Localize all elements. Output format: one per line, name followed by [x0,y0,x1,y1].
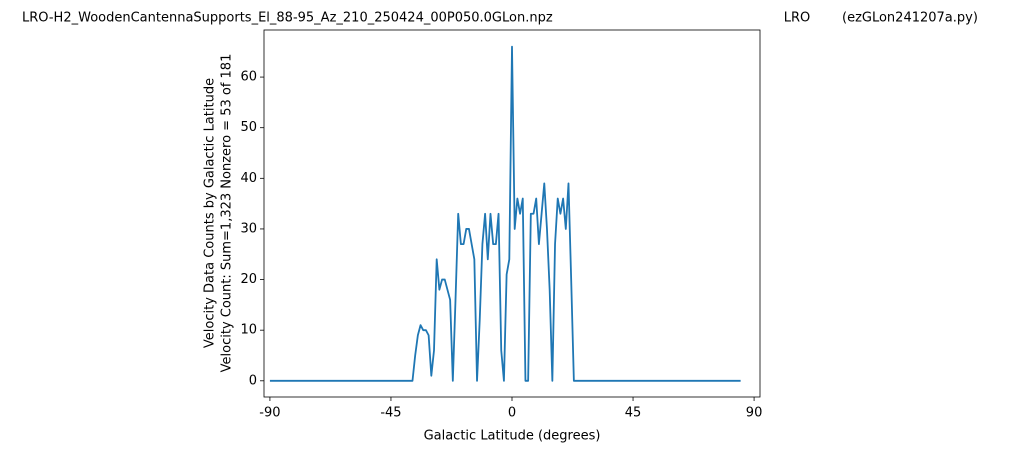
chart-title: LRO [784,11,811,26]
x-tick-label: 90 [746,406,763,421]
x-tick-label: 0 [508,406,516,421]
data-line [269,45,741,382]
y-tick-label: 10 [240,323,257,338]
x-tick-label: 45 [625,406,642,421]
y-axis-label: Velocity Data Counts by Galactic Latitud… [203,78,218,348]
x-tick-label: -45 [380,406,401,421]
y-tick-label: 30 [240,221,257,236]
plot-frame [263,29,761,398]
y-tick-label: 20 [240,272,257,287]
x-axis-label: Galactic Latitude (degrees) [424,429,601,444]
x-tick-label: -90 [259,406,280,421]
chart-title: (ezGLon241207a.py) [842,11,978,26]
y-axis-label: Velocity Count: Sum=1,323 Nonzero = 53 o… [220,54,235,373]
y-tick-label: 50 [240,120,257,135]
y-tick-label: 40 [240,171,257,186]
y-tick-label: 0 [249,373,257,388]
y-tick-label: 60 [240,70,257,85]
chart-title: LRO-H2_WoodenCantennaSupports_El_88-95_A… [22,11,553,26]
